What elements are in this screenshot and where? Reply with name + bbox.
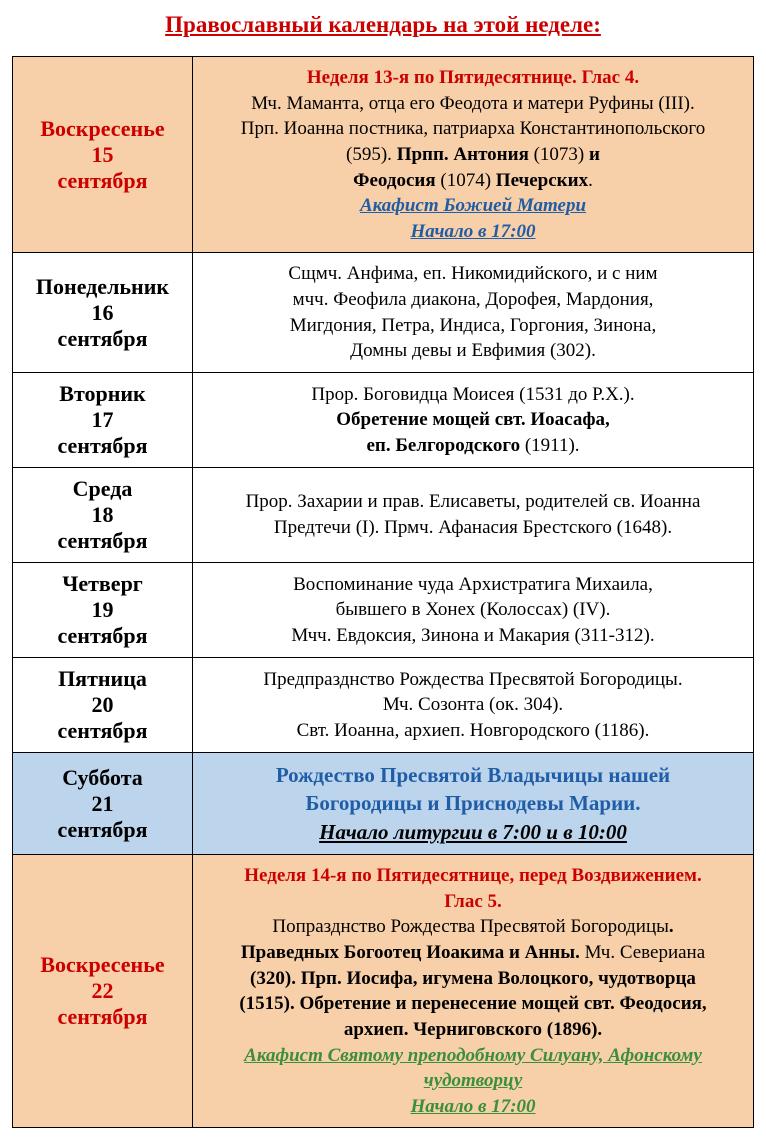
content-cell: Неделя 14-я по Пятидесятнице, перед Возд…: [193, 855, 754, 1128]
page-title: Православный календарь на этой неделе:: [12, 12, 754, 38]
day-number: 20: [23, 692, 182, 718]
content-line: Предтечи (I). Прмч. Афанасия Брестского …: [203, 515, 743, 541]
content-cell: Воспоминание чуда Архистратига Михаила,б…: [193, 563, 754, 658]
content-line: Богородицы и Приснодевы Марии.: [203, 789, 743, 817]
table-row: Среда18сентября Прор. Захарии и прав. Ели…: [13, 468, 754, 563]
day-month: сентября: [23, 326, 182, 352]
day-number: 21: [23, 791, 182, 817]
content-cell: Рождество Пресвятой Владычицы нашейБогор…: [193, 753, 754, 855]
day-cell: Воскресенье22сентября: [13, 855, 193, 1128]
content-span: и: [589, 144, 600, 165]
content-span: Мч. Севериана: [585, 942, 706, 963]
day-name: Понедельник: [23, 274, 182, 300]
day-cell: Суббота21сентября: [13, 753, 193, 855]
content-cell: Предпразднство Рождества Пресвятой Богор…: [193, 658, 754, 753]
content-span: Праведных Богоотец Иоакима и Анны.: [241, 942, 585, 963]
day-month: сентября: [23, 168, 182, 194]
content-line: Акафист Святому преподобному Силуану, Аф…: [203, 1043, 743, 1069]
content-line: бывшего в Хонех (Колоссах) (IV).: [203, 597, 743, 623]
content-line: Феодосия (1074) Печерских.: [203, 168, 743, 194]
day-number: 18: [23, 502, 182, 528]
content-span: (1911).: [520, 435, 579, 456]
day-name: Воскресенье: [23, 116, 182, 142]
content-line: Прор. Боговидца Моисея (1531 до Р.Х.).: [203, 382, 743, 408]
day-month: сентября: [23, 623, 182, 649]
day-name: Воскресенье: [23, 952, 182, 978]
content-span: Попразднство Рождества Пресвятой Богород…: [272, 916, 669, 937]
day-cell: Пятница20сентября: [13, 658, 193, 753]
day-cell: Четверг19сентября: [13, 563, 193, 658]
content-cell: Прор. Захарии и прав. Елисаветы, родител…: [193, 468, 754, 563]
content-line: Мч. Созонта (ок. 304).: [203, 692, 743, 718]
content-span: (595).: [346, 144, 397, 165]
content-span: .: [669, 916, 674, 937]
day-month: сентября: [23, 433, 182, 459]
content-line: Начало литургии в 7:00 и в 10:00: [203, 818, 743, 846]
content-line: Глас 5.: [203, 889, 743, 915]
content-line: Мч. Маманта, отца его Феодота и матери Р…: [203, 91, 743, 117]
table-row: Воскресенье22сентября Неделя 14-я по Пяти…: [13, 855, 754, 1128]
content-line: архиеп. Черниговского (1896).: [203, 1017, 743, 1043]
content-span: (1073): [529, 144, 589, 165]
content-span: Прпп. Антония: [397, 144, 529, 165]
content-line: (1515). Обретение и перенесение мощей св…: [203, 991, 743, 1017]
content-cell: Сщмч. Анфима, еп. Никомидийского, и с ни…: [193, 253, 754, 373]
content-line: Прп. Иоанна постника, патриарха Констант…: [203, 116, 743, 142]
day-cell: Понедельник16сентября: [13, 253, 193, 373]
day-name: Четверг: [23, 571, 182, 597]
day-number: 17: [23, 407, 182, 433]
content-line: Свт. Иоанна, архиеп. Новгородского (1186…: [203, 718, 743, 744]
content-line: Предпразднство Рождества Пресвятой Богор…: [203, 667, 743, 693]
content-line: Воспоминание чуда Архистратига Михаила,: [203, 572, 743, 598]
day-cell: Вторник17сентября: [13, 373, 193, 468]
content-line: Начало в 17:00: [203, 219, 743, 245]
content-line: Мигдония, Петра, Индиса, Горгония, Зинон…: [203, 313, 743, 339]
content-line: еп. Белгородского (1911).: [203, 433, 743, 459]
content-line: Неделя 13-я по Пятидесятнице. Глас 4.: [203, 65, 743, 91]
table-row: Понедельник16сентября Сщмч. Анфима, еп. Н…: [13, 253, 754, 373]
content-span: .: [588, 170, 593, 191]
day-name: Вторник: [23, 381, 182, 407]
day-month: сентября: [23, 718, 182, 744]
content-line: чудотворцу: [203, 1068, 743, 1094]
day-month: сентября: [23, 1004, 182, 1030]
content-line: (595). Прпп. Антония (1073) и: [203, 142, 743, 168]
table-row: Пятница20сентября Предпразднство Рождеств…: [13, 658, 754, 753]
content-span: (1074): [436, 170, 496, 191]
content-line: Начало в 17:00: [203, 1094, 743, 1120]
day-month: сентября: [23, 817, 182, 843]
day-number: 22: [23, 978, 182, 1004]
day-name: Суббота: [23, 765, 182, 791]
content-line: Акафист Божией Матери: [203, 193, 743, 219]
content-span: Печерских: [496, 170, 588, 191]
day-cell: Воскресенье15сентября: [13, 57, 193, 253]
content-line: (320). Прп. Иосифа, игумена Волоцкого, ч…: [203, 966, 743, 992]
content-line: Рождество Пресвятой Владычицы нашей: [203, 761, 743, 789]
content-line: мчч. Феофила диакона, Дорофея, Мардония,: [203, 287, 743, 313]
table-row: Суббота21сентябряРождество Пресвятой Вла…: [13, 753, 754, 855]
content-span: еп. Белгородского: [366, 435, 520, 456]
content-cell: Прор. Боговидца Моисея (1531 до Р.Х.).Об…: [193, 373, 754, 468]
day-number: 15: [23, 142, 182, 168]
table-row: Вторник17сентябряПрор. Боговидца Моисея …: [13, 373, 754, 468]
content-span: Феодосия: [353, 170, 435, 191]
day-month: сентября: [23, 528, 182, 554]
content-line: Обретение мощей свт. Иоасафа,: [203, 407, 743, 433]
content-line: Праведных Богоотец Иоакима и Анны. Мч. С…: [203, 940, 743, 966]
content-line: Домны девы и Евфимия (302).: [203, 338, 743, 364]
content-line: Неделя 14-я по Пятидесятнице, перед Возд…: [203, 863, 743, 889]
table-row: Воскресенье15сентябряНеделя 13-я по Пяти…: [13, 57, 754, 253]
day-name: Пятница: [23, 666, 182, 692]
table-row: Четверг19сентябряВоспоминание чуда Архис…: [13, 563, 754, 658]
day-cell: Среда18сентября: [13, 468, 193, 563]
content-line: Попразднство Рождества Пресвятой Богород…: [203, 914, 743, 940]
content-line: Сщмч. Анфима, еп. Никомидийского, и с ни…: [203, 261, 743, 287]
calendar-table: Воскресенье15сентябряНеделя 13-я по Пяти…: [12, 56, 754, 1128]
day-number: 16: [23, 300, 182, 326]
content-line: Мчч. Евдоксия, Зинона и Макария (311-312…: [203, 623, 743, 649]
day-number: 19: [23, 597, 182, 623]
content-cell: Неделя 13-я по Пятидесятнице. Глас 4.Мч.…: [193, 57, 754, 253]
day-name: Среда: [23, 476, 182, 502]
content-line: Прор. Захарии и прав. Елисаветы, родител…: [203, 489, 743, 515]
